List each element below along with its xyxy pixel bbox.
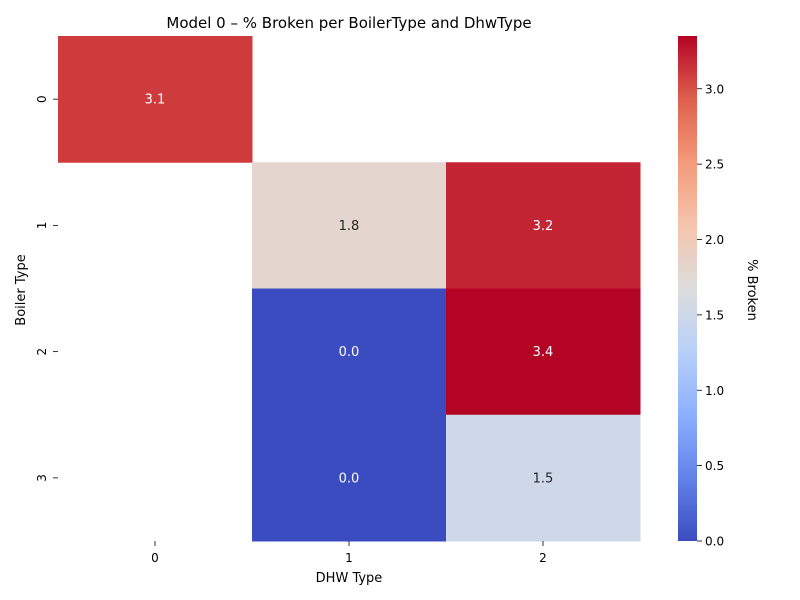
colorbar-tick-label: 2.0 xyxy=(705,233,724,247)
y-tick-label: 2 xyxy=(35,348,49,356)
y-tick-label: 3 xyxy=(35,474,49,482)
heatmap-cell xyxy=(252,162,447,289)
heatmap-cell xyxy=(446,414,641,542)
colorbar-tick-label: 0.0 xyxy=(705,535,724,549)
colorbar-tick-label: 0.5 xyxy=(705,459,724,473)
heatmap-cell xyxy=(252,288,447,416)
y-tick-label: 1 xyxy=(35,222,49,230)
heatmap-cells: 3.1 1.8 3.2 0.0 3.4 0.0 1.5 xyxy=(58,36,641,542)
x-tick-label: 1 xyxy=(345,551,353,565)
colorbar-gradient xyxy=(678,36,697,541)
y-axis: 0 1 2 3 xyxy=(35,95,58,482)
cell-value-label: 3.2 xyxy=(533,219,554,234)
cell-value-label: 1.5 xyxy=(533,471,554,486)
x-axis-label: DHW Type xyxy=(316,571,383,586)
cell-value-label: 0.0 xyxy=(339,345,360,360)
chart-title: Model 0 – % Broken per BoilerType and Dh… xyxy=(166,14,531,32)
heatmap-cell xyxy=(252,414,447,542)
colorbar-tick-label: 1.5 xyxy=(705,308,724,322)
x-tick-label: 0 xyxy=(151,551,159,565)
cell-value-label: 3.4 xyxy=(533,345,554,360)
colorbar: % Broken 0.0 0.5 1.0 1.5 2.0 2.5 3.0 xyxy=(678,36,759,549)
y-tick-label: 0 xyxy=(35,95,49,103)
heatmap-cell xyxy=(446,288,641,416)
colorbar-tick-label: 1.0 xyxy=(705,384,724,398)
cell-value-label: 1.8 xyxy=(339,219,360,234)
heatmap-cell xyxy=(58,36,253,163)
x-tick-label: 2 xyxy=(539,551,547,565)
colorbar-label: % Broken xyxy=(744,259,759,321)
colorbar-tick-label: 2.5 xyxy=(705,158,724,172)
colorbar-tick-label: 3.0 xyxy=(705,82,724,96)
cell-value-label: 3.1 xyxy=(145,93,166,108)
y-axis-label: Boiler Type xyxy=(14,254,29,325)
x-axis: 0 1 2 xyxy=(151,541,547,565)
heatmap-cell xyxy=(446,162,641,289)
cell-value-label: 0.0 xyxy=(339,471,360,486)
